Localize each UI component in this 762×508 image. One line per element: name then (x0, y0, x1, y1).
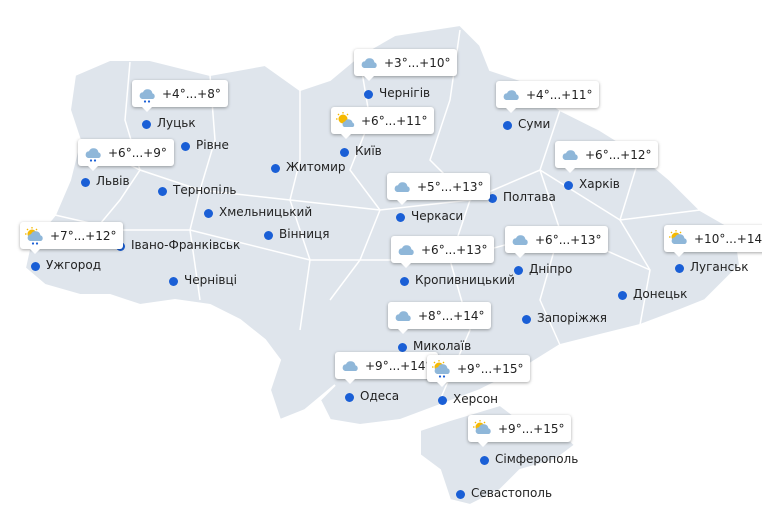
city-name: Сімферополь (495, 452, 579, 466)
city-name: Івано-Франківськ (131, 238, 241, 252)
city-dot (395, 212, 405, 222)
forecast-callout: +8°...+14° (388, 302, 492, 334)
forecast-text: +8°...+14° (418, 308, 485, 323)
forecast-callout: +4°...+11° (496, 81, 600, 113)
city-dot (80, 177, 90, 187)
city-dot (397, 342, 407, 352)
city-name: Херсон (453, 392, 499, 406)
forecast-text: +9°...+14° (365, 358, 432, 373)
city-name: Луцьк (157, 116, 196, 130)
forecast-callout: +7°...+12° (20, 222, 124, 254)
city-dot (617, 290, 627, 300)
city-name: Кропивницький (415, 273, 515, 287)
forecast-text: +6°...+12° (585, 147, 652, 162)
city-dot (263, 230, 273, 240)
weather-icon (342, 360, 358, 371)
city-name: Севастополь (471, 486, 553, 500)
city-name: Чернігів (379, 86, 431, 100)
forecast-callout: +9°...+15° (468, 415, 572, 447)
weather-icon (432, 359, 450, 378)
city-name: Запоріжжя (537, 311, 608, 325)
city-dot (521, 314, 531, 324)
forecast-callout: +10°...+14° (664, 225, 762, 257)
weather-icon (669, 229, 687, 244)
forecast-callout: +6°...+13° (391, 236, 495, 268)
city-name: Хмельницький (219, 205, 313, 219)
forecast-text: +4°...+8° (162, 86, 221, 101)
city-dot (502, 120, 512, 130)
weather-icon (336, 111, 355, 127)
city-name: Луганськ (690, 260, 749, 274)
city-name: Одеса (360, 389, 400, 403)
forecast-text: +6°...+9° (108, 145, 167, 160)
weather-icon (562, 149, 578, 160)
city-dot (203, 208, 213, 218)
city-dot (30, 261, 40, 271)
city-name: Львів (96, 174, 130, 188)
forecast-text: +7°...+12° (50, 228, 117, 243)
forecast-text: +9°...+15° (498, 421, 565, 436)
city-dot (479, 455, 489, 465)
city-name: Полтава (503, 190, 556, 204)
city-dot (270, 163, 280, 173)
weather-icon (398, 244, 414, 255)
forecast-callout: +9°...+14° (335, 352, 439, 384)
forecast-callout: +6°...+12° (555, 141, 659, 173)
city-name: Рівне (196, 138, 229, 152)
weather-icon (395, 310, 411, 321)
weather-icon (473, 419, 491, 434)
city-dot (437, 395, 447, 405)
city-dot (399, 276, 409, 286)
city-name: Ужгород (46, 258, 102, 272)
city-name: Вінниця (279, 227, 330, 241)
forecast-text: +5°...+13° (417, 179, 484, 194)
city-dot (168, 276, 178, 286)
city-dot (674, 263, 684, 273)
weather-icon (512, 234, 528, 245)
weather-icon (25, 226, 43, 245)
city-name: Київ (355, 144, 382, 158)
city-dot (157, 186, 167, 196)
forecast-callout: +6°...+11° (331, 107, 435, 139)
city-dot (339, 147, 349, 157)
city-name: Миколаїв (413, 339, 472, 353)
forecast-callout: +9°...+15° (427, 355, 531, 387)
forecast-text: +4°...+11° (526, 87, 593, 102)
weather-icon (361, 57, 377, 68)
city-dot (141, 119, 151, 129)
weather-icon (394, 181, 410, 192)
weather-icon (503, 89, 519, 100)
forecast-callout: +4°...+8° (132, 80, 228, 112)
forecast-callout: +6°...+13° (505, 226, 609, 258)
city-name: Донецьк (633, 287, 688, 301)
city-dot (487, 193, 497, 203)
city-dot (513, 265, 523, 275)
city-name: Тернопіль (173, 183, 237, 197)
city-name: Суми (518, 117, 551, 131)
forecast-callout: +6°...+9° (78, 139, 174, 171)
forecast-callout: +5°...+13° (387, 173, 491, 205)
forecast-text: +3°...+10° (384, 55, 451, 70)
city-dot (363, 89, 373, 99)
forecast-text: +10°...+14° (694, 231, 762, 246)
city-dot (344, 392, 354, 402)
weather-icon (85, 147, 101, 162)
city-name: Черкаси (411, 209, 464, 223)
city-dot (455, 489, 465, 499)
city-name: Житомир (286, 160, 346, 174)
city-dot (563, 180, 573, 190)
forecast-text: +6°...+11° (361, 113, 428, 128)
forecast-callout: +3°...+10° (354, 49, 458, 81)
city-name: Дніпро (529, 262, 573, 276)
city-name: Чернівці (184, 273, 237, 287)
forecast-text: +9°...+15° (457, 361, 524, 376)
forecast-text: +6°...+13° (535, 232, 602, 247)
city-name: Харків (579, 177, 620, 191)
weather-icon (139, 88, 155, 103)
city-dot (180, 141, 190, 151)
forecast-text: +6°...+13° (421, 242, 488, 257)
